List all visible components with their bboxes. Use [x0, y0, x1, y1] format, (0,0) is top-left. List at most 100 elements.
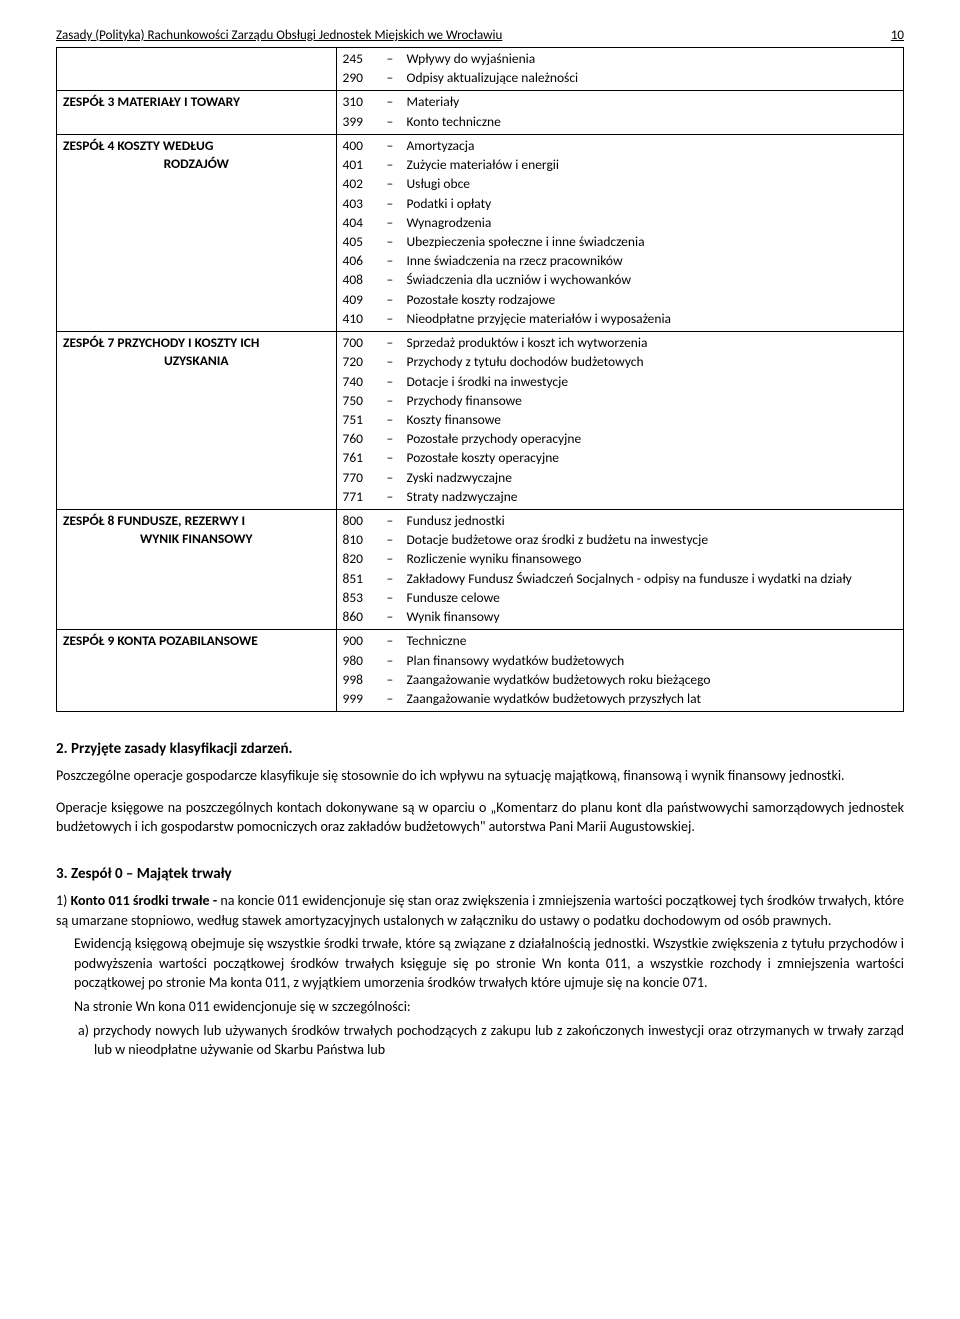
account-description: Usługi obce — [407, 175, 898, 193]
account-row: 401–Zużycie materiałów i energii — [343, 156, 898, 174]
account-row: 770–Zyski nadzwyczajne — [343, 469, 898, 487]
account-code: 406 — [343, 252, 377, 270]
account-dash: – — [387, 137, 397, 155]
account-description: Nieodpłatne przyjęcie materiałów i wypos… — [407, 310, 898, 328]
account-row: 404–Wynagrodzenia — [343, 214, 898, 232]
account-description: Dotacje budżetowe oraz środki z budżetu … — [407, 531, 898, 549]
account-code: 980 — [343, 652, 377, 670]
account-description: Zużycie materiałów i energii — [407, 156, 898, 174]
account-dash: – — [387, 156, 397, 174]
account-dash: – — [387, 334, 397, 352]
account-dash: – — [387, 570, 397, 588]
account-code: 800 — [343, 512, 377, 530]
account-dash: – — [387, 214, 397, 232]
account-dash: – — [387, 373, 397, 391]
account-description: Straty nadzwyczajne — [407, 488, 898, 506]
account-dash: – — [387, 353, 397, 371]
account-code: 290 — [343, 69, 377, 87]
account-row: 761–Pozostałe koszty operacyjne — [343, 449, 898, 467]
account-description: Podatki i opłaty — [407, 195, 898, 213]
account-row: 900–Techniczne — [343, 632, 898, 650]
account-row: 740–Dotacje i środki na inwestycje — [343, 373, 898, 391]
group-label: ZESPÓŁ 7 PRZYCHODY I KOSZTY ICHUZYSKANIA — [57, 332, 337, 510]
account-dash: – — [387, 430, 397, 448]
accounts-cell: 700–Sprzedaż produktów i koszt ich wytwo… — [336, 332, 904, 510]
account-description: Wynik finansowy — [407, 608, 898, 626]
account-code: 851 — [343, 570, 377, 588]
account-description: Wpływy do wyjaśnienia — [407, 50, 898, 68]
account-row: 400–Amortyzacja — [343, 137, 898, 155]
account-row: 851–Zakładowy Fundusz Świadczeń Socjalny… — [343, 570, 898, 588]
account-dash: – — [387, 531, 397, 549]
account-description: Fundusze celowe — [407, 589, 898, 607]
account-row: 820–Rozliczenie wyniku finansowego — [343, 550, 898, 568]
account-dash: – — [387, 175, 397, 193]
account-dash: – — [387, 392, 397, 410]
account-code: 771 — [343, 488, 377, 506]
account-row: 751–Koszty finansowe — [343, 411, 898, 429]
accounts-cell: 900–Techniczne 980–Plan finansowy wydatkó… — [336, 630, 904, 712]
account-description: Rozliczenie wyniku finansowego — [407, 550, 898, 568]
account-dash: – — [387, 252, 397, 270]
account-description: Dotacje i środki na inwestycje — [407, 373, 898, 391]
account-row: 310–Materiały — [343, 93, 898, 111]
group-label: ZESPÓŁ 4 KOSZTY WEDŁUGRODZAJÓW — [57, 134, 337, 331]
account-description: Inne świadczenia na rzecz pracowników — [407, 252, 898, 270]
account-code: 403 — [343, 195, 377, 213]
account-dash: – — [387, 69, 397, 87]
section3-item-1: 1) Konto 011 środki trwałe - na koncie 0… — [56, 891, 904, 930]
account-description: Przychody z tytułu dochodów budżetowych — [407, 353, 898, 371]
account-description: Zakładowy Fundusz Świadczeń Socjalnych -… — [407, 570, 898, 588]
account-code: 900 — [343, 632, 377, 650]
account-dash: – — [387, 233, 397, 251]
account-code: 404 — [343, 214, 377, 232]
account-code: 853 — [343, 589, 377, 607]
account-dash: – — [387, 291, 397, 309]
account-description: Plan finansowy wydatków budżetowych — [407, 652, 898, 670]
section3-paragraph-3: Na stronie Wn kona 011 ewidencjonuje się… — [56, 997, 904, 1017]
account-code: 810 — [343, 531, 377, 549]
account-code: 310 — [343, 93, 377, 111]
account-dash: – — [387, 310, 397, 328]
account-code: 751 — [343, 411, 377, 429]
account-description: Pozostałe koszty rodzajowe — [407, 291, 898, 309]
account-row: 998–Zaangażowanie wydatków budżetowych r… — [343, 671, 898, 689]
account-row: 771–Straty nadzwyczajne — [343, 488, 898, 506]
account-dash: – — [387, 411, 397, 429]
account-code: 860 — [343, 608, 377, 626]
account-description: Koszty finansowe — [407, 411, 898, 429]
account-description: Amortyzacja — [407, 137, 898, 155]
account-dash: – — [387, 469, 397, 487]
accounts-cell: 400–Amortyzacja401–Zużycie materiałów i … — [336, 134, 904, 331]
account-row: 290–Odpisy aktualizujące należności — [343, 69, 898, 87]
account-dash: – — [387, 632, 397, 650]
header-title: Zasady (Polityka) Rachunkowości Zarządu … — [56, 28, 502, 43]
section3-sub-a: a) przychody nowych lub używanych środkó… — [56, 1021, 904, 1060]
account-row: 402–Usługi obce — [343, 175, 898, 193]
account-row: 853–Fundusze celowe — [343, 589, 898, 607]
accounts-cell: 800–Fundusz jednostki810–Dotacje budżeto… — [336, 510, 904, 630]
account-row: 810–Dotacje budżetowe oraz środki z budż… — [343, 531, 898, 549]
account-code: 409 — [343, 291, 377, 309]
account-code: 720 — [343, 353, 377, 371]
group-label — [57, 48, 337, 91]
account-description: Zaangażowanie wydatków budżetowych przys… — [407, 690, 898, 708]
account-dash: – — [387, 512, 397, 530]
account-description: Fundusz jednostki — [407, 512, 898, 530]
section3-title: 3. Zespół 0 – Majątek trwały — [56, 865, 904, 883]
account-code: 761 — [343, 449, 377, 467]
account-description: Przychody finansowe — [407, 392, 898, 410]
section2-title: 2. Przyjęte zasady klasyfikacji zdarzeń. — [56, 740, 904, 758]
account-description: Sprzedaż produktów i koszt ich wytworzen… — [407, 334, 898, 352]
account-dash: – — [387, 449, 397, 467]
account-description: Pozostałe koszty operacyjne — [407, 449, 898, 467]
account-dash: – — [387, 113, 397, 131]
account-row: 406–Inne świadczenia na rzecz pracownikó… — [343, 252, 898, 270]
account-dash: – — [387, 50, 397, 68]
group-label: ZESPÓŁ 9 KONTA POZABILANSOWE — [57, 630, 337, 712]
account-code: 740 — [343, 373, 377, 391]
account-dash: – — [387, 589, 397, 607]
account-dash: – — [387, 93, 397, 111]
account-row: 245–Wpływy do wyjaśnienia — [343, 50, 898, 68]
account-row: 800–Fundusz jednostki — [343, 512, 898, 530]
